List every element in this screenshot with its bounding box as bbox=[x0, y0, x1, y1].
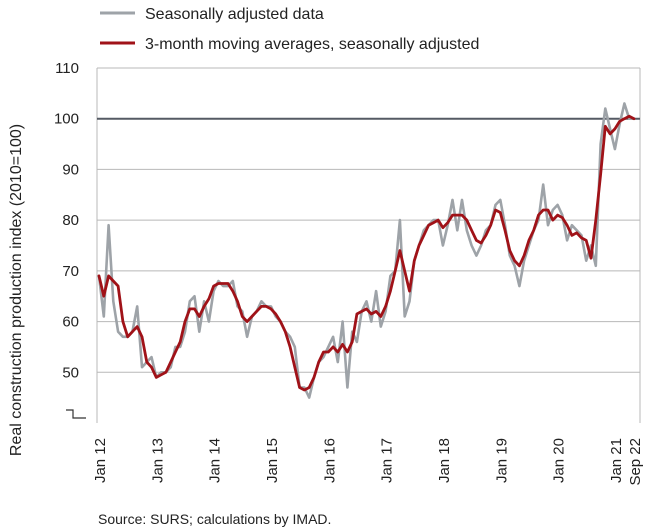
x-tick-label: Jan 14 bbox=[207, 438, 224, 483]
legend-label-moving-average: 3-month moving averages, seasonally adju… bbox=[145, 36, 479, 53]
series-line-moving-average bbox=[97, 114, 636, 392]
axis-break-mark bbox=[66, 409, 86, 419]
x-tick-label: Jan 15 bbox=[264, 438, 281, 483]
y-tick-label: 50 bbox=[62, 364, 79, 381]
legend-label-seasonally-adjusted: Seasonally adjusted data bbox=[145, 6, 324, 23]
x-tick-label: Sep 22 bbox=[627, 438, 644, 486]
legend: Seasonally adjusted data 3-month moving … bbox=[100, 6, 479, 53]
x-axis-ticks: Jan 12 Jan 13 Jan 14 Jan 15 Jan 16 Jan 17 Jan … bbox=[92, 438, 644, 486]
y-tick-label: 60 bbox=[62, 314, 79, 331]
x-tick-label: Jan 18 bbox=[436, 438, 453, 483]
y-axis-label: Real construction production index (2010… bbox=[8, 124, 25, 456]
plot-area bbox=[97, 102, 636, 399]
source-note: Source: SURS; calculations by IMAD. bbox=[98, 511, 331, 527]
x-tick-label: Jan 19 bbox=[493, 438, 510, 483]
y-tick-label: 70 bbox=[62, 263, 79, 280]
y-tick-label: 110 bbox=[55, 60, 79, 77]
y-tick-label: 100 bbox=[54, 111, 79, 128]
x-tick-label: Jan 21 bbox=[608, 438, 625, 483]
series-line-seasonally-adjusted bbox=[97, 102, 636, 399]
gridlines bbox=[96, 67, 641, 423]
y-tick-label: 90 bbox=[62, 161, 79, 178]
x-tick-label: Jan 20 bbox=[551, 438, 568, 483]
x-tick-label: Jan 12 bbox=[92, 438, 109, 483]
x-tick-label: Jan 13 bbox=[149, 438, 166, 483]
x-tick-label: Jan 16 bbox=[321, 438, 338, 483]
y-axis-ticks: 50 60 70 80 90 100 110 bbox=[54, 60, 79, 381]
y-tick-label: 80 bbox=[62, 212, 79, 229]
x-tick-label: Jan 17 bbox=[379, 438, 396, 483]
